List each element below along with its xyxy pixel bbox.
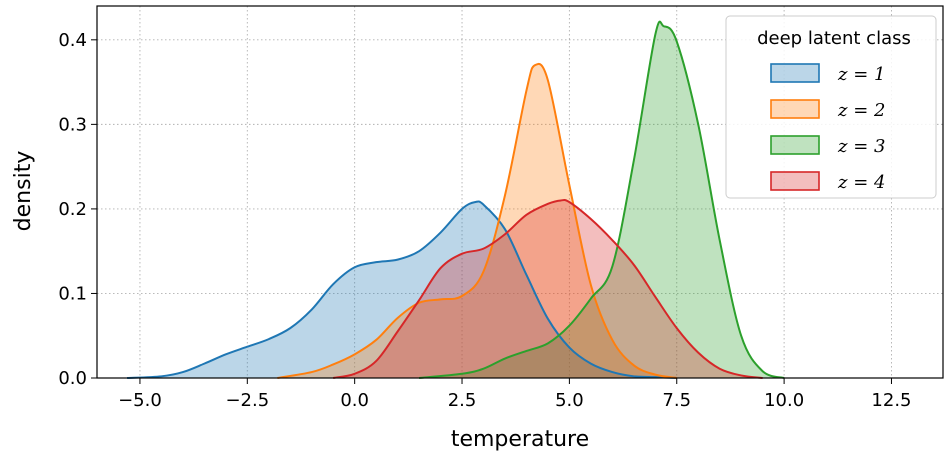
y-tick-label: 0.1	[58, 283, 87, 304]
x-tick-label: 0.0	[340, 390, 369, 411]
density-line-z1	[127, 200, 677, 379]
density-line-z2	[277, 62, 677, 379]
density-area-z4	[333, 200, 763, 378]
density-line-z4	[332, 199, 763, 379]
legend-swatch-z3	[770, 135, 820, 155]
x-tick-label: 7.5	[662, 390, 691, 411]
density-area-z1	[127, 201, 677, 378]
density-area-z3	[419, 21, 785, 378]
legend-label-z3: z = 3	[837, 136, 885, 157]
y-tick-label: 0.2	[58, 199, 87, 220]
density-area-z2	[277, 63, 677, 378]
x-tick-label: 2.5	[448, 390, 477, 411]
legend-swatch-z2	[770, 99, 820, 119]
legend-label-z1: z = 1	[837, 64, 885, 85]
density-line-z3	[418, 20, 785, 379]
x-tick-label: 5.0	[555, 390, 584, 411]
legend-title: deep latent class	[757, 28, 911, 49]
legend-swatch-z4	[770, 171, 820, 191]
x-tick-label: −5.0	[118, 390, 162, 411]
x-tick-label: 12.5	[871, 390, 911, 411]
x-tick-label: 10.0	[764, 390, 804, 411]
legend-box	[725, 15, 937, 199]
density-areas	[127, 21, 785, 378]
density-lines	[127, 20, 785, 379]
legend-swatch-z1	[770, 63, 820, 83]
plot-frame	[96, 5, 944, 379]
y-tick-label: 0.3	[58, 114, 87, 135]
y-axis: 0.0 0.1 0.2 0.3 0.4	[58, 30, 97, 389]
legend-label-z4: z = 4	[837, 172, 885, 193]
legend-label-z2: z = 2	[837, 100, 885, 121]
legend: deep latent class z = 1 z = 2 z = 3 z = 4	[725, 15, 937, 199]
x-axis: −5.0 −2.5 0.0 2.5 5.0 7.5 10.0 12.5	[118, 378, 912, 411]
y-tick-label: 0.0	[58, 368, 87, 389]
y-tick-label: 0.4	[58, 30, 87, 51]
x-axis-label: temperature	[451, 427, 589, 452]
legend-items: z = 1 z = 2 z = 3 z = 4	[770, 63, 885, 193]
x-tick-label: −2.5	[225, 390, 269, 411]
y-axis-label: density	[11, 151, 36, 232]
